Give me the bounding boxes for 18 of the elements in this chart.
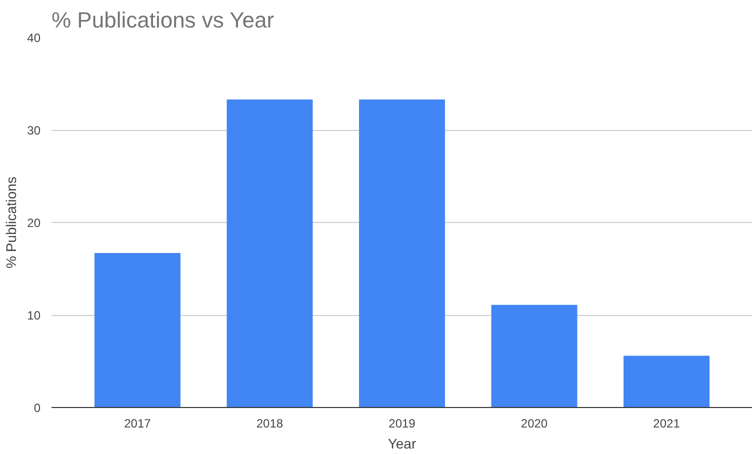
y-axis-title: % Publications bbox=[3, 176, 20, 268]
y-tick-label: 20 bbox=[27, 216, 41, 230]
bar bbox=[94, 253, 180, 408]
x-tick-label: 2017 bbox=[124, 416, 152, 430]
bar bbox=[491, 304, 578, 408]
x-tick-label: 2021 bbox=[653, 416, 680, 430]
bar bbox=[624, 356, 710, 408]
y-tick-label: 40 bbox=[27, 31, 41, 45]
bar bbox=[226, 99, 313, 408]
y-tick-label: 0 bbox=[34, 401, 41, 415]
x-tick-label: 2019 bbox=[388, 416, 416, 430]
bar bbox=[359, 99, 445, 408]
x-axis-title: Year bbox=[388, 436, 416, 452]
x-tick-label: 2018 bbox=[256, 416, 284, 430]
y-tick-label: 30 bbox=[27, 124, 41, 138]
x-tick-label: 2020 bbox=[520, 416, 548, 430]
y-tick-label: 10 bbox=[27, 308, 41, 322]
chart-title: % Publications vs Year bbox=[52, 8, 274, 32]
